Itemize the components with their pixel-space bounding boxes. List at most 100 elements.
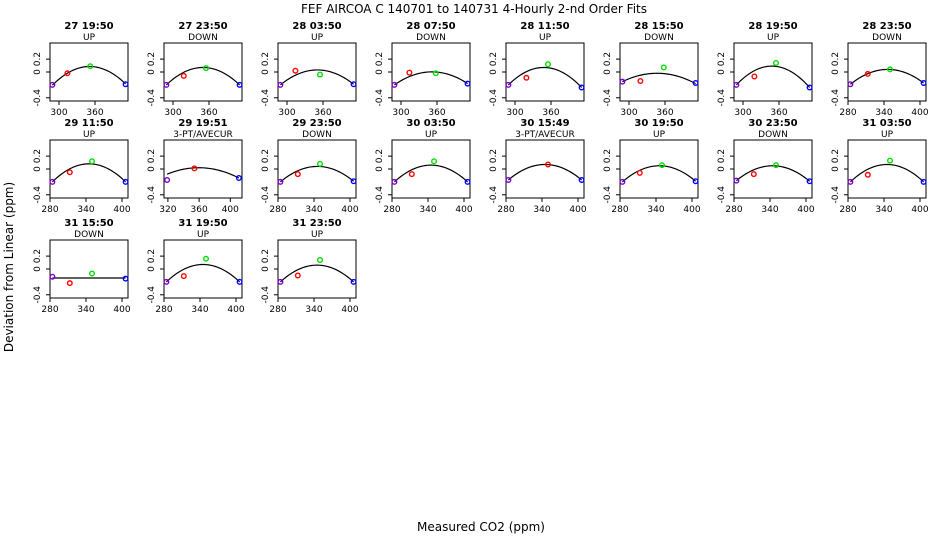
y-tick-label: -0.4 <box>603 186 613 204</box>
data-point <box>864 70 871 77</box>
panel-subtitle: 3-PT/AVECUR <box>173 130 232 140</box>
y-tick-label: 0.2 <box>375 52 385 66</box>
data-point <box>202 255 209 262</box>
y-tick-label: -0.4 <box>831 89 841 107</box>
y-tick-label: 0.2 <box>261 249 271 263</box>
data-point <box>236 81 243 88</box>
panel-subtitle: UP <box>767 33 780 43</box>
y-tick-label: -0.4 <box>147 89 157 107</box>
x-axis-title: Measured CO2 (ppm) <box>417 520 545 534</box>
x-tick-label: 300 <box>50 108 67 118</box>
data-point <box>887 66 894 73</box>
x-tick-label: 280 <box>41 305 58 315</box>
y-tick-label: 0.2 <box>603 52 613 66</box>
data-point <box>122 178 129 185</box>
data-point <box>464 80 471 87</box>
fit-curve <box>165 66 241 86</box>
x-tick-label: 340 <box>533 205 550 215</box>
y-tick-label: 0 <box>831 69 841 75</box>
data-point <box>122 81 129 88</box>
data-point <box>49 178 56 185</box>
panel-subtitle: UP <box>539 33 552 43</box>
data-point <box>847 178 854 185</box>
y-tick-label: 0.2 <box>489 149 499 163</box>
y-tick-label: 0.2 <box>261 52 271 66</box>
panel-subtitle: UP <box>83 130 96 140</box>
y-tick-label: 0.2 <box>33 249 43 263</box>
x-tick-label: 300 <box>506 108 523 118</box>
panel-subtitle: UP <box>311 33 324 43</box>
y-tick-label: 0.2 <box>147 52 157 66</box>
fit-curve <box>280 69 354 86</box>
fit-curve <box>622 72 696 85</box>
data-point <box>408 171 415 178</box>
x-tick-label: 400 <box>455 205 472 215</box>
y-tick-label: 0.2 <box>603 149 613 163</box>
panel-subtitle: DOWN <box>644 33 674 43</box>
data-point <box>733 177 740 184</box>
data-point <box>431 158 438 165</box>
x-tick-label: 340 <box>761 205 778 215</box>
x-tick-label: 300 <box>164 108 181 118</box>
data-point <box>64 70 71 77</box>
y-tick-label: 0.2 <box>147 249 157 263</box>
x-tick-label: 280 <box>497 205 514 215</box>
data-point <box>920 79 927 86</box>
panel-title: 28 19:50 <box>748 21 797 32</box>
x-tick-label: 400 <box>341 205 358 215</box>
data-point <box>864 171 871 178</box>
x-tick-label: 280 <box>611 205 628 215</box>
panel-subtitle: DOWN <box>74 230 104 240</box>
panel-subtitle: UP <box>83 33 96 43</box>
data-point <box>317 71 324 78</box>
panel-subtitle: DOWN <box>302 130 332 140</box>
data-point <box>66 169 73 176</box>
x-tick-label: 360 <box>200 108 217 118</box>
y-tick-label: -0.4 <box>261 186 271 204</box>
fit-curve <box>508 163 582 181</box>
data-point <box>773 59 780 66</box>
data-point <box>350 81 357 88</box>
data-point <box>619 178 626 185</box>
data-point <box>350 178 357 185</box>
fit-curve <box>280 165 354 183</box>
data-point <box>692 178 699 185</box>
panel-title: 30 15:49 <box>520 118 569 129</box>
y-tick-label: 0 <box>147 266 157 272</box>
data-point <box>806 178 813 185</box>
fit-curve <box>622 165 696 183</box>
y-tick-label: 0 <box>375 69 385 75</box>
data-point <box>733 81 740 88</box>
x-tick-label: 340 <box>77 305 94 315</box>
y-tick-label: -0.4 <box>261 89 271 107</box>
fit-curve <box>850 68 924 85</box>
y-tick-label: 0 <box>33 166 43 172</box>
y-tick-label: 0 <box>603 166 613 172</box>
y-tick-label: 0.2 <box>831 52 841 66</box>
panel-title: 31 15:50 <box>64 218 113 229</box>
y-tick-label: -0.4 <box>261 286 271 304</box>
x-tick-label: 400 <box>797 205 814 215</box>
panel-subtitle: UP <box>197 230 210 240</box>
data-point <box>391 178 398 185</box>
data-point <box>545 61 552 68</box>
panel-subtitle: 3-PT/AVECUR <box>515 130 574 140</box>
panel-title: 27 19:50 <box>64 21 113 32</box>
y-tick-label: 0.2 <box>261 149 271 163</box>
data-point <box>163 81 170 88</box>
data-point <box>49 81 56 88</box>
fit-curve <box>51 163 127 183</box>
panel-subtitle: DOWN <box>188 33 218 43</box>
fit-curve <box>51 65 127 86</box>
y-tick-label: 0 <box>489 69 499 75</box>
